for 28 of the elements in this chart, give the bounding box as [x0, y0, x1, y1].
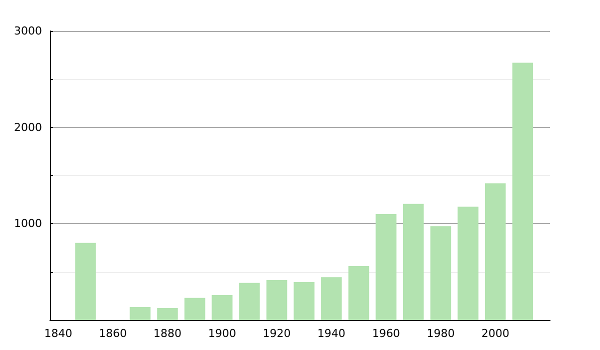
x-tick-label: 1960 [372, 327, 400, 340]
bar [512, 62, 534, 320]
y-tick-label: 1000 [14, 217, 42, 230]
x-tick-label: 1880 [153, 327, 182, 340]
bar [430, 226, 452, 320]
bar [321, 277, 342, 320]
x-tick-label: 1840 [44, 327, 72, 340]
x-tick-label: 1860 [98, 327, 127, 340]
bar [376, 214, 396, 320]
bar [212, 294, 233, 320]
bar [157, 308, 178, 320]
y-tick-label: 2000 [14, 120, 42, 134]
bar [75, 242, 96, 320]
bar [484, 183, 506, 320]
x-tick-label: 1900 [208, 327, 236, 340]
bar [403, 204, 424, 320]
bar [294, 282, 314, 320]
bar [458, 206, 478, 320]
x-tick-label: 1920 [262, 327, 291, 340]
bar [348, 266, 370, 320]
bar [239, 282, 260, 320]
bar [184, 298, 206, 320]
bar [266, 280, 288, 320]
x-tick-label: 1980 [426, 327, 455, 340]
bar [130, 306, 151, 320]
y-tick-label: 3000 [14, 24, 42, 38]
x-tick-label: 2000 [481, 327, 510, 340]
x-tick-label: 1940 [317, 327, 346, 340]
